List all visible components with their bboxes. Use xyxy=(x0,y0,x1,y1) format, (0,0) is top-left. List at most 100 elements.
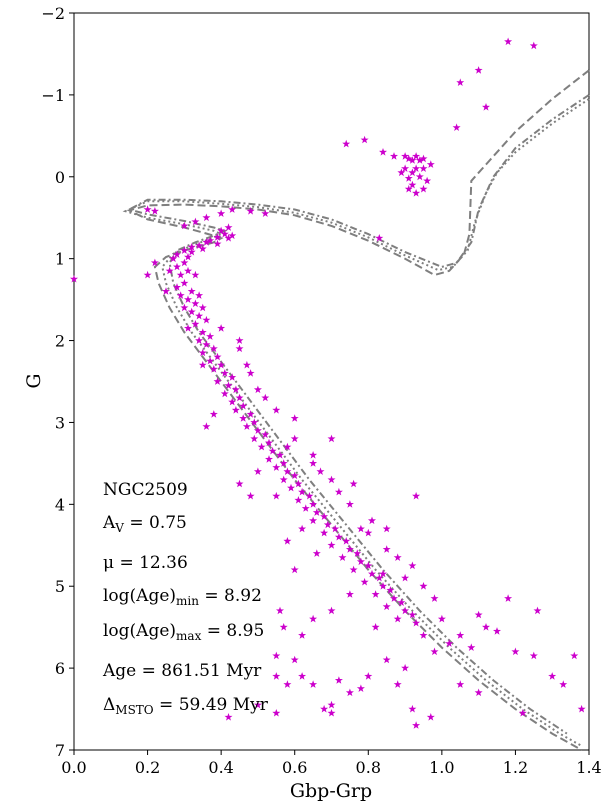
star-point xyxy=(261,209,270,217)
star-point xyxy=(533,606,542,615)
star-point xyxy=(224,381,233,389)
star-point xyxy=(570,651,579,660)
star-point xyxy=(180,246,189,254)
star-point xyxy=(309,680,318,688)
star-point xyxy=(309,459,318,467)
star-point xyxy=(408,156,417,164)
star-point xyxy=(390,594,398,602)
star-point xyxy=(198,348,207,357)
annotation-block: NGC2509 AV = 0.75 μ = 12.36 log(Age)min … xyxy=(102,480,269,717)
star-point xyxy=(368,569,376,578)
star-point xyxy=(224,223,233,231)
x-axis-label: Gbp-Grp xyxy=(290,780,372,802)
star-point xyxy=(412,618,421,627)
y-tick-label: 4 xyxy=(55,495,65,514)
star-point xyxy=(272,406,281,414)
star-point xyxy=(353,549,362,557)
star-point xyxy=(224,234,233,242)
star-point xyxy=(345,545,354,553)
annot-agemin: log(Age)min = 8.92 xyxy=(103,586,262,608)
star-point xyxy=(198,360,207,369)
star-point xyxy=(228,373,237,381)
star-point xyxy=(430,647,439,656)
star-point xyxy=(202,340,211,348)
star-point xyxy=(213,352,222,361)
star-point xyxy=(316,467,325,475)
star-point xyxy=(419,154,428,163)
star-point xyxy=(529,41,538,50)
star-point xyxy=(173,262,181,271)
star-point xyxy=(482,623,490,631)
star-point xyxy=(419,582,428,590)
y-tick-label: 6 xyxy=(55,659,65,678)
annot-agemax: log(Age)max = 8.95 xyxy=(103,621,264,643)
star-point xyxy=(283,537,292,545)
star-point xyxy=(217,324,226,332)
x-tick-label: 1.4 xyxy=(576,758,601,777)
star-point xyxy=(404,154,413,163)
star-point xyxy=(265,438,273,447)
star-point xyxy=(401,152,410,160)
star-point xyxy=(456,78,465,86)
star-point xyxy=(290,655,299,664)
star-point xyxy=(187,243,196,251)
star-point xyxy=(312,508,321,516)
y-tick-label: 1 xyxy=(55,250,65,269)
star-point xyxy=(217,209,226,217)
star-point xyxy=(272,463,281,471)
star-point xyxy=(253,426,262,434)
star-point xyxy=(493,627,501,635)
star-point xyxy=(191,270,200,279)
star-point xyxy=(327,475,336,484)
star-point xyxy=(235,479,244,488)
star-point xyxy=(364,561,373,570)
star-point xyxy=(356,524,365,533)
star-point xyxy=(150,258,159,267)
y-ticks: −2 −1 0 1 2 3 4 5 6 7 xyxy=(41,4,74,760)
star-point xyxy=(456,680,465,688)
star-point xyxy=(312,549,321,557)
star-point xyxy=(184,295,192,303)
star-point xyxy=(206,332,215,340)
star-point xyxy=(220,369,229,377)
star-point xyxy=(419,184,428,193)
star-point xyxy=(228,397,237,406)
star-point xyxy=(217,226,226,235)
star-point xyxy=(198,244,207,253)
star-point xyxy=(298,524,307,533)
star-point xyxy=(412,152,421,160)
plot-frame xyxy=(73,12,590,751)
star-point xyxy=(342,537,351,545)
star-point xyxy=(360,577,369,586)
star-point xyxy=(375,234,384,242)
star-point xyxy=(180,303,189,312)
star-point xyxy=(327,709,336,717)
star-point xyxy=(298,631,307,639)
star-point xyxy=(511,647,520,656)
star-point xyxy=(213,377,222,385)
star-point xyxy=(393,680,402,688)
isochrone-group xyxy=(122,69,590,751)
star-point xyxy=(246,410,255,418)
star-point xyxy=(426,160,435,168)
annot-mu: μ = 12.36 xyxy=(103,553,188,573)
star-point xyxy=(412,721,421,729)
star-point xyxy=(235,393,244,402)
star-point xyxy=(294,479,303,488)
star-point xyxy=(173,250,181,258)
star-point xyxy=(445,639,454,647)
star-point xyxy=(309,516,318,525)
star-point xyxy=(195,336,204,344)
star-point xyxy=(180,258,189,267)
y-tick-label: 7 xyxy=(55,741,65,760)
star-point xyxy=(437,614,446,623)
star-point xyxy=(504,37,513,46)
star-point xyxy=(393,553,402,561)
star-point xyxy=(246,207,255,215)
star-point xyxy=(412,189,421,197)
star-point xyxy=(419,631,428,639)
star-point xyxy=(401,606,410,615)
star-point xyxy=(482,103,490,111)
star-point xyxy=(253,467,262,475)
star-point xyxy=(176,291,185,299)
